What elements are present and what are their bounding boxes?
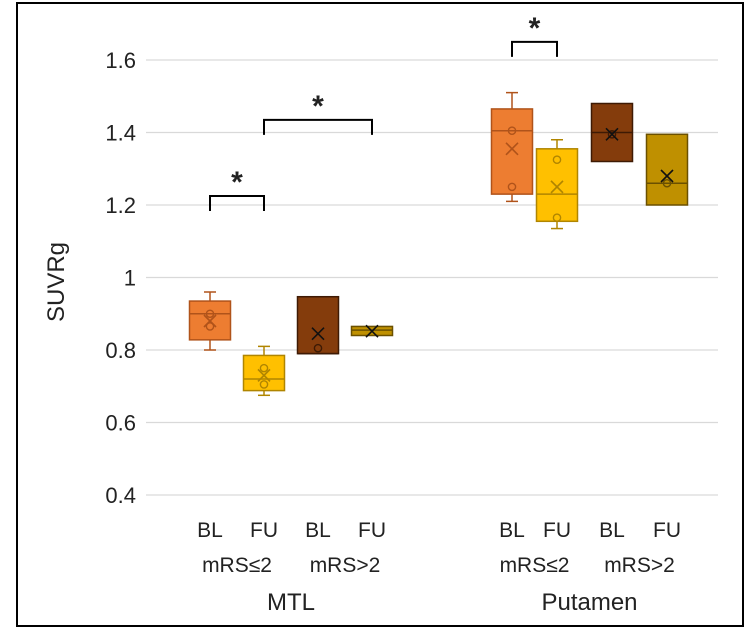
data-point — [259, 380, 269, 389]
x-category-label: BL — [599, 519, 625, 542]
box-iqr — [242, 354, 286, 392]
x-group-label: mRS≤2 — [500, 554, 570, 577]
mean-marker — [505, 142, 519, 156]
box-mtl-low-mrs-fu — [242, 345, 286, 397]
box-putamen-high-mrs-bl — [590, 102, 634, 163]
significance-star: * — [529, 12, 541, 45]
box-plot-chart: SUVRg 0.4 0.6 0.8 1 1.2 1.4 1.6 * * * BL FU mRS≤2 B… — [43, 12, 718, 616]
x-category-label: FU — [358, 519, 386, 542]
data-point — [607, 130, 617, 139]
y-axis-label: SUVRg — [43, 242, 70, 322]
x-group-label: mRS≤2 — [202, 554, 272, 577]
mean-marker — [311, 327, 325, 341]
mean-marker — [605, 127, 619, 141]
significance-bracket: * — [511, 12, 558, 57]
x-category-label: FU — [543, 519, 571, 542]
data-point — [313, 343, 323, 353]
data-point — [507, 126, 517, 135]
box-iqr — [490, 108, 534, 195]
box-mtl-low-mrs-bl — [188, 291, 232, 351]
x-category-label: BL — [499, 519, 525, 542]
y-tick-label: 0.4 — [105, 483, 136, 508]
significance-star: * — [231, 166, 243, 199]
box-iqr — [645, 133, 689, 206]
x-region-label: MTL — [267, 589, 315, 616]
box-putamen-low-mrs-bl — [490, 91, 534, 203]
x-region-label: Putamen — [541, 589, 637, 616]
mean-marker — [550, 180, 564, 194]
x-group-label: mRS>2 — [604, 554, 675, 577]
box-mtl-high-mrs-fu — [350, 324, 394, 338]
mean-marker — [365, 324, 379, 338]
data-point — [552, 213, 562, 222]
y-tick-label: 1.2 — [105, 193, 136, 218]
mean-marker — [257, 368, 271, 382]
significance-bracket: * — [263, 90, 373, 135]
data-point — [205, 309, 215, 319]
data-point — [259, 363, 269, 373]
box-putamen-low-mrs-fu — [535, 139, 579, 230]
data-point — [662, 178, 672, 188]
x-group-label: mRS>2 — [310, 554, 381, 577]
y-tick-label: 1 — [124, 266, 136, 291]
bracket-line — [511, 40, 558, 57]
x-category-label: BL — [197, 519, 223, 542]
data-point — [205, 322, 215, 331]
y-tick-label: 0.8 — [105, 338, 136, 363]
x-category-label: FU — [250, 519, 278, 542]
x-category-label: BL — [305, 519, 331, 542]
y-tick-label: 1.4 — [105, 121, 136, 146]
data-point — [552, 155, 562, 164]
significance-bracket: * — [209, 166, 265, 211]
mean-marker — [660, 169, 674, 183]
data-point — [507, 182, 517, 192]
chart-frame: SUVRg 0.4 0.6 0.8 1 1.2 1.4 1.6 * * * BL FU mRS≤2 B… — [16, 2, 744, 627]
bracket-line — [209, 194, 265, 211]
box-putamen-high-mrs-fu — [645, 133, 689, 206]
y-tick-label: 0.6 — [105, 411, 136, 436]
bracket-line — [263, 118, 373, 135]
x-category-label: FU — [653, 519, 681, 542]
significance-star: * — [312, 90, 324, 123]
y-tick-label: 1.6 — [105, 48, 136, 73]
box-mtl-high-mrs-bl — [296, 295, 340, 355]
box-iqr — [535, 148, 579, 223]
mean-marker — [203, 314, 217, 328]
